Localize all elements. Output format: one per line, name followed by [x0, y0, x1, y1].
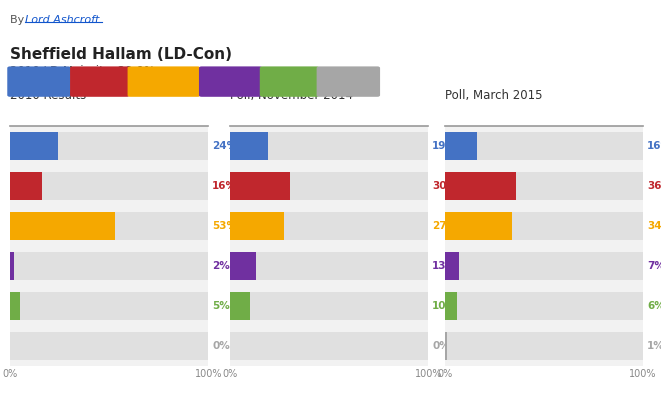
Text: 36%: 36% — [647, 181, 661, 191]
Bar — [10, 132, 58, 160]
Text: 2010 Results: 2010 Results — [10, 89, 86, 102]
Text: Lib Dem: Lib Dem — [137, 74, 191, 87]
Bar — [445, 332, 643, 360]
Text: UKIP: UKIP — [215, 74, 247, 87]
Bar — [445, 212, 512, 240]
Text: Other: Other — [329, 74, 368, 87]
Bar — [10, 172, 208, 200]
Bar — [230, 132, 428, 160]
Text: 53%: 53% — [212, 221, 237, 231]
Bar — [445, 132, 643, 160]
Text: 24%: 24% — [212, 141, 237, 151]
Text: Poll, March 2015: Poll, March 2015 — [445, 89, 543, 102]
Text: Poll, November 2014: Poll, November 2014 — [230, 89, 353, 102]
Text: Lord Ashcroft: Lord Ashcroft — [25, 15, 100, 25]
Bar — [445, 252, 459, 280]
Bar — [10, 292, 208, 320]
Bar — [10, 212, 208, 240]
Bar — [445, 292, 643, 320]
Bar — [10, 252, 208, 280]
Bar — [10, 212, 115, 240]
Text: 1%: 1% — [647, 341, 661, 351]
Bar — [10, 132, 208, 160]
Text: Green: Green — [270, 74, 309, 87]
Bar — [445, 252, 643, 280]
Text: By: By — [10, 15, 28, 25]
Text: 30%: 30% — [432, 181, 457, 191]
Bar — [230, 292, 250, 320]
Text: 2%: 2% — [212, 261, 230, 271]
Bar — [445, 132, 477, 160]
Bar — [10, 252, 14, 280]
Text: 10%: 10% — [432, 301, 457, 311]
Text: 0%: 0% — [432, 341, 450, 351]
Bar — [10, 292, 20, 320]
Bar — [230, 252, 256, 280]
Text: Lab: Lab — [88, 74, 112, 87]
Text: 6%: 6% — [647, 301, 661, 311]
Bar — [230, 212, 284, 240]
Text: 27%: 27% — [432, 221, 457, 231]
Bar — [230, 292, 428, 320]
Bar — [230, 252, 428, 280]
Bar — [230, 332, 428, 360]
Bar — [230, 172, 428, 200]
Bar — [445, 172, 643, 200]
Bar — [10, 332, 208, 360]
Text: 19%: 19% — [432, 141, 457, 151]
Text: 2010 LD Majority: 29.9%: 2010 LD Majority: 29.9% — [10, 65, 155, 78]
Bar — [445, 292, 457, 320]
Text: Con: Con — [26, 74, 52, 87]
Text: 34%: 34% — [647, 221, 661, 231]
Bar — [230, 132, 268, 160]
Bar — [230, 172, 290, 200]
Text: 0%: 0% — [212, 341, 230, 351]
Bar — [445, 172, 516, 200]
Text: 7%: 7% — [647, 261, 661, 271]
Text: 16%: 16% — [647, 141, 661, 151]
Text: 16%: 16% — [212, 181, 237, 191]
Bar — [445, 212, 643, 240]
Bar — [10, 172, 42, 200]
Text: 13%: 13% — [432, 261, 457, 271]
Text: Sheffield Hallam (LD-Con): Sheffield Hallam (LD-Con) — [10, 47, 232, 62]
Bar — [230, 212, 428, 240]
Bar — [445, 332, 447, 360]
Text: 5%: 5% — [212, 301, 230, 311]
